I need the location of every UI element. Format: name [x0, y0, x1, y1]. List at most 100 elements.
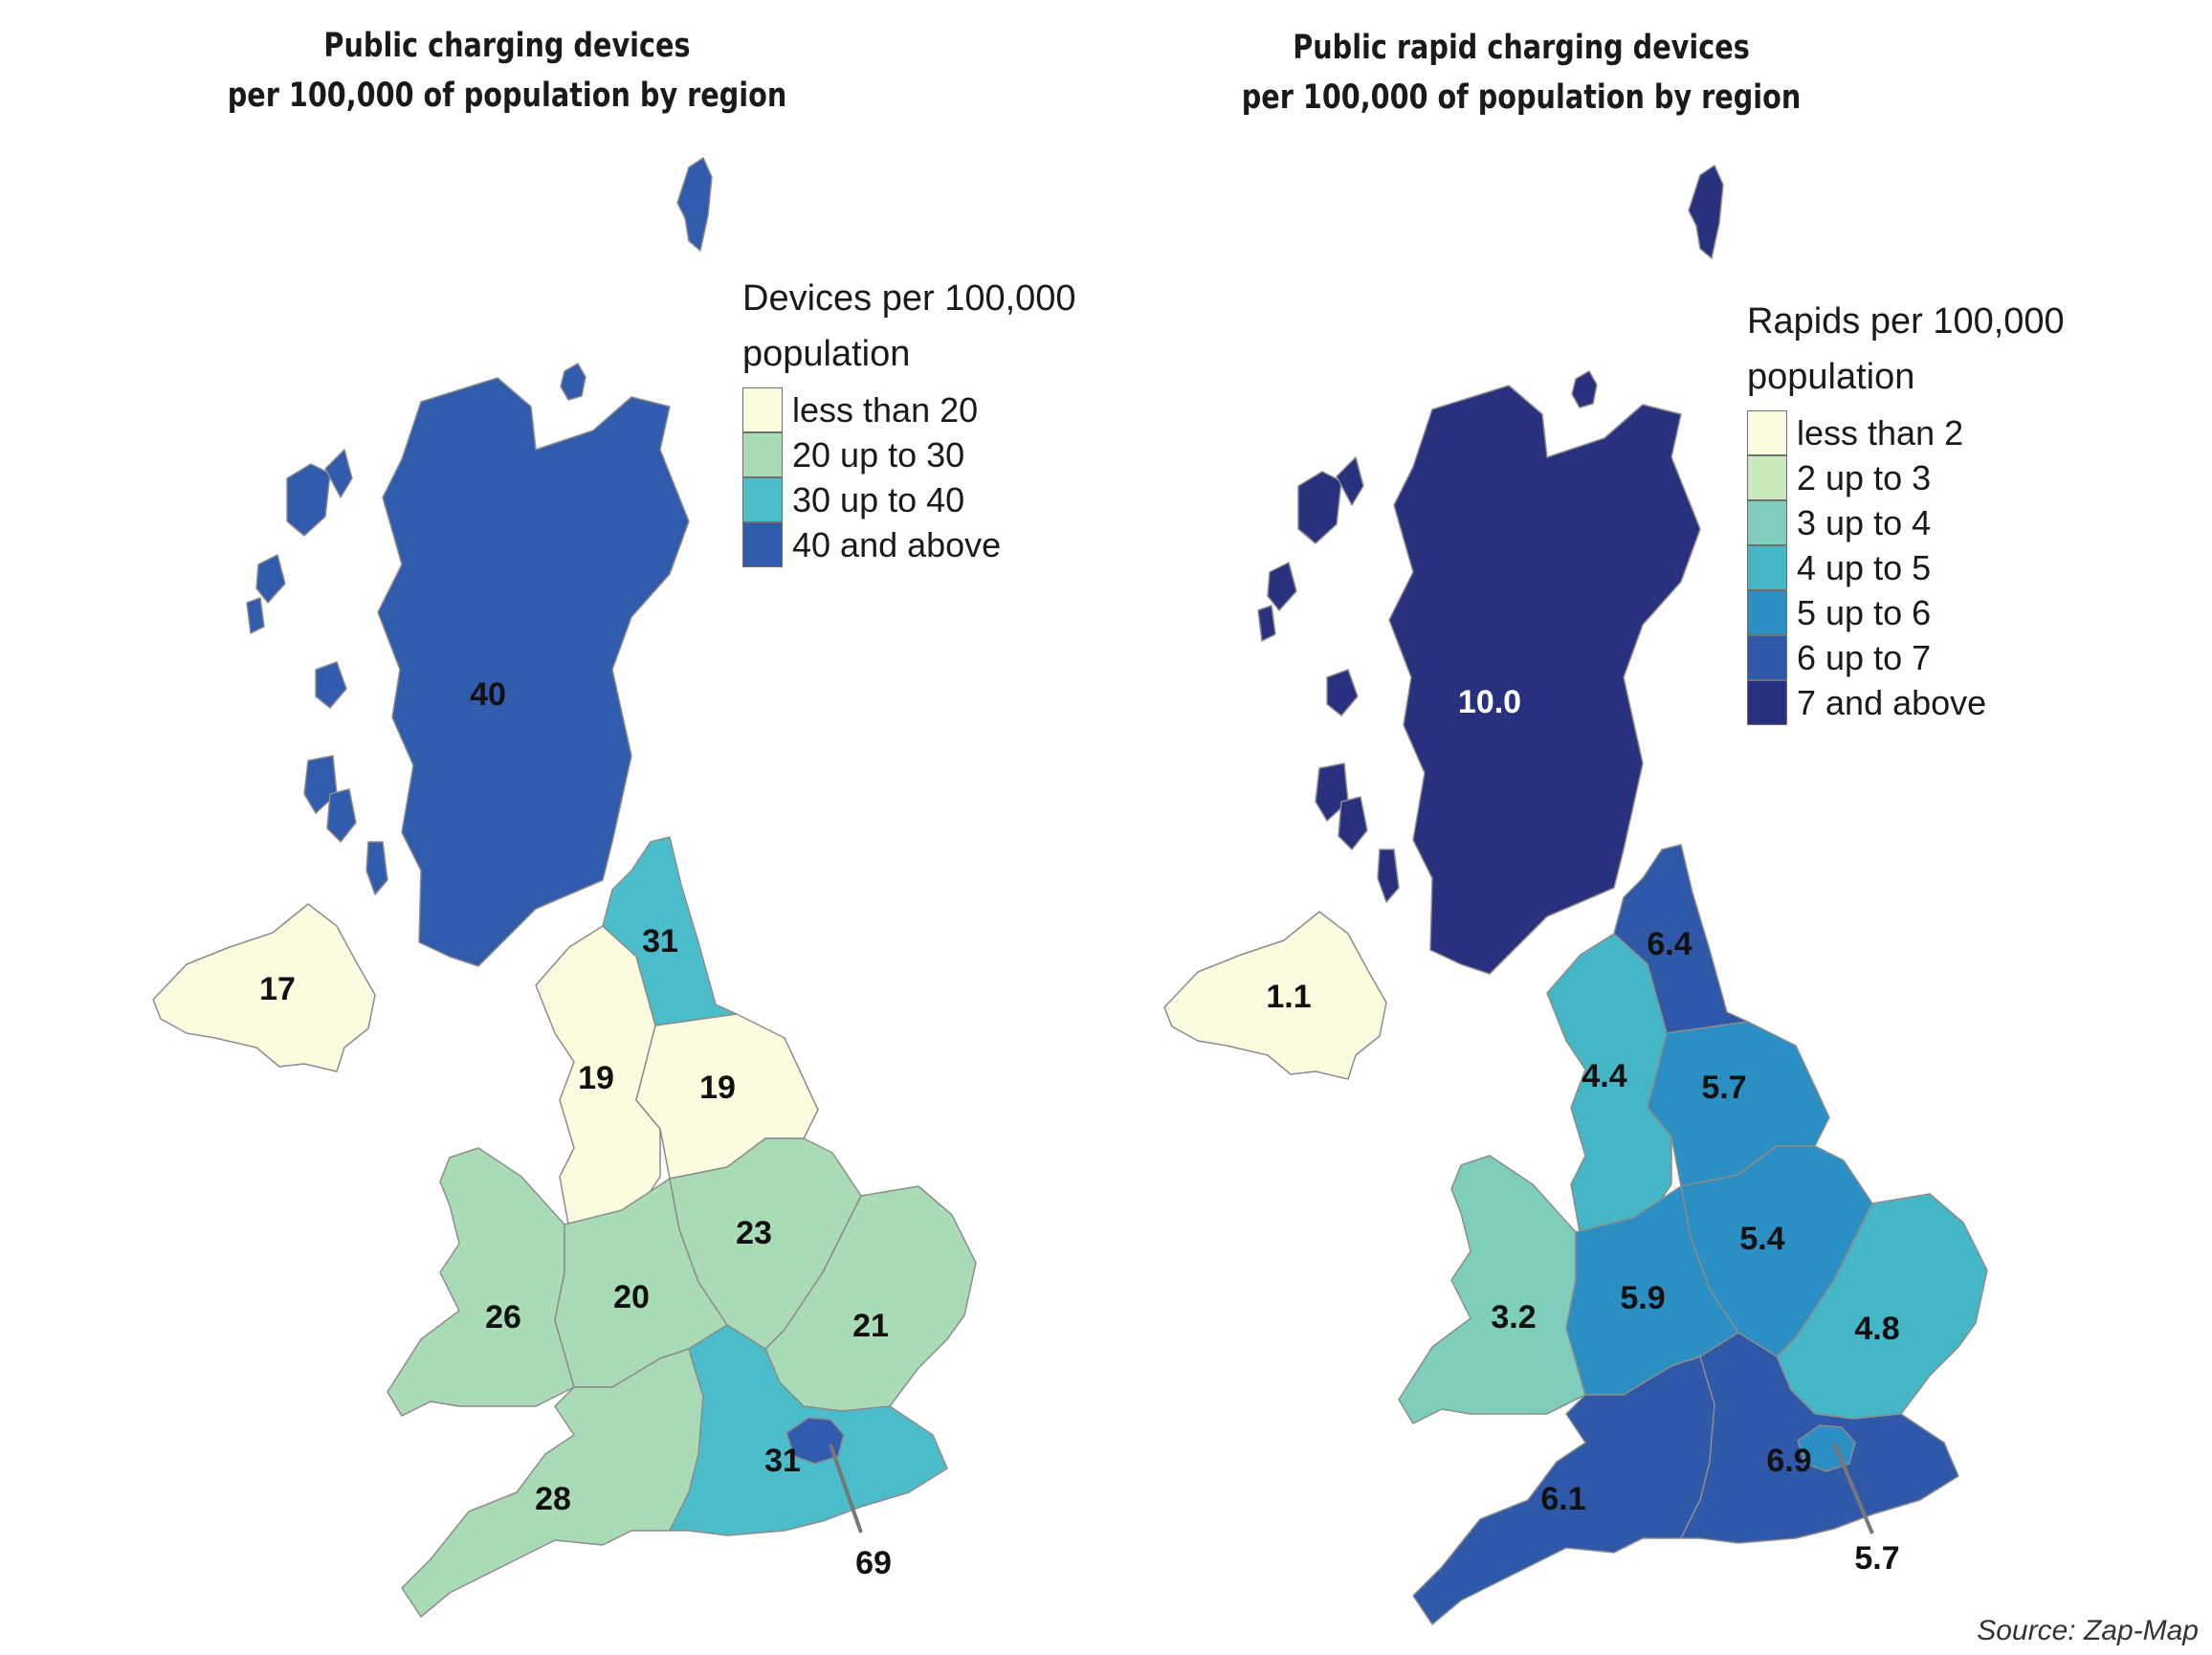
left-region-isle — [315, 661, 347, 709]
right-legend-swatch — [1747, 410, 1787, 455]
right-region-isle — [1326, 669, 1359, 717]
left-region-isle — [286, 463, 331, 537]
right-legend-label: 6 up to 7 — [1797, 637, 1932, 677]
left-map: 40 17 31 19 19 26 20 23 21 28 31 69 — [152, 157, 977, 1618]
left-region-scotland-group — [246, 157, 713, 967]
right-map: 10.0 1.1 6.4 4.4 5.7 3.2 5.9 5.4 4.8 6.1… — [1163, 165, 1988, 1625]
left-legend-label: less than 20 — [792, 389, 979, 430]
left-region-isle — [246, 597, 265, 634]
right-value-east-midlands: 5.4 — [1739, 1221, 1784, 1257]
right-legend-swatch — [1747, 455, 1787, 500]
right-legend-title-line-2: population — [1747, 357, 1915, 397]
left-legend-item: 30 up to 40 — [742, 477, 1076, 522]
right-legend-label: 7 and above — [1797, 682, 1987, 722]
left-value-south-east: 31 — [764, 1443, 801, 1479]
left-value-wales: 26 — [485, 1299, 521, 1335]
left-london-leader-line — [829, 1444, 863, 1534]
right-region-isle — [1336, 456, 1364, 506]
right-value-wales: 3.2 — [1491, 1299, 1536, 1335]
left-legend-title-line-2: population — [742, 334, 911, 374]
left-region-wales — [387, 1147, 575, 1417]
right-legend-label: 4 up to 5 — [1797, 547, 1932, 587]
right-legend-title: Rapids per 100,000 population — [1747, 294, 2065, 405]
right-region-isle — [1338, 796, 1368, 850]
left-legend-swatch — [742, 522, 783, 567]
left-value-scotland: 40 — [470, 676, 506, 713]
left-value-north-west: 19 — [578, 1060, 614, 1096]
right-legend-title-line-1: Rapids per 100,000 — [1747, 301, 2065, 342]
left-value-north-east: 31 — [642, 923, 678, 960]
right-legend-item: 2 up to 3 — [1747, 455, 2065, 500]
right-map-title: Public rapid charging devices per 100,00… — [1215, 23, 1827, 122]
right-legend: Rapids per 100,000 population less than … — [1747, 294, 2065, 725]
right-legend-item: 3 up to 4 — [1747, 500, 2065, 545]
right-legend-swatch — [1747, 590, 1787, 635]
right-legend-item: 4 up to 5 — [1747, 545, 2065, 590]
left-legend: Devices per 100,000 population less than… — [742, 271, 1076, 567]
left-legend-swatch — [742, 432, 783, 477]
right-legend-swatch — [1747, 635, 1787, 680]
right-value-east-of-england: 4.8 — [1854, 1311, 1899, 1347]
right-value-scotland: 10.0 — [1458, 684, 1521, 720]
right-value-west-midlands: 5.9 — [1620, 1280, 1665, 1316]
left-region-isle — [324, 449, 353, 498]
left-legend-label: 30 up to 40 — [792, 479, 965, 519]
left-map-title: Public charging devices per 100,000 of p… — [201, 21, 813, 121]
right-value-north-west: 4.4 — [1582, 1058, 1626, 1094]
right-title-line-2: per 100,000 of population by region — [1241, 78, 1802, 117]
right-region-scotland-group — [1257, 165, 1724, 975]
right-legend-label: 2 up to 3 — [1797, 457, 1932, 497]
left-value-west-midlands: 20 — [613, 1279, 650, 1315]
right-region-orkney — [1571, 370, 1598, 408]
left-value-east-midlands: 23 — [736, 1215, 772, 1251]
left-legend-label: 20 up to 30 — [792, 434, 965, 474]
source-note: Source: Zap-Map — [1977, 1615, 2199, 1646]
right-legend-swatch — [1747, 545, 1787, 590]
left-legend-swatch — [742, 477, 783, 522]
left-legend-item: 40 and above — [742, 522, 1076, 567]
right-value-north-east: 6.4 — [1647, 926, 1692, 962]
right-legend-item: 6 up to 7 — [1747, 635, 2065, 680]
left-legend-title: Devices per 100,000 population — [742, 271, 1076, 382]
left-legend-title-line-1: Devices per 100,000 — [742, 278, 1076, 319]
left-region-isle — [255, 554, 286, 604]
right-legend-item: 5 up to 6 — [1747, 590, 2065, 635]
right-value-london: 5.7 — [1854, 1540, 1899, 1577]
right-region-isle — [1257, 605, 1276, 642]
left-region-orkney — [560, 363, 586, 401]
right-region-wales — [1398, 1155, 1586, 1424]
left-value-northern-ireland: 17 — [259, 971, 296, 1007]
left-value-labels: 40 17 31 19 19 26 20 23 21 28 31 69 — [259, 676, 892, 1581]
left-region-shetland — [676, 157, 713, 252]
right-london-leader-line — [1832, 1442, 1874, 1534]
left-legend-item: less than 20 — [742, 387, 1076, 432]
left-legend-item: 20 up to 30 — [742, 432, 1076, 477]
right-region-isle — [1377, 849, 1400, 903]
right-legend-item: less than 2 — [1747, 410, 2065, 455]
right-region-shetland — [1688, 165, 1724, 259]
left-title-line-2: per 100,000 of population by region — [227, 77, 787, 115]
left-value-yorkshire: 19 — [699, 1070, 736, 1106]
right-region-isle — [1297, 471, 1342, 544]
left-value-london: 69 — [855, 1545, 892, 1581]
right-legend-label: 3 up to 4 — [1797, 502, 1932, 542]
right-value-labels: 10.0 1.1 6.4 4.4 5.7 3.2 5.9 5.4 4.8 6.1… — [1266, 684, 1899, 1577]
left-title-line-1: Public charging devices — [323, 27, 691, 65]
left-region-isle — [365, 841, 388, 895]
right-legend-label: 5 up to 6 — [1797, 592, 1932, 632]
right-region-isle — [1267, 562, 1297, 611]
left-region-isle — [326, 788, 357, 843]
left-legend-label: 40 and above — [792, 524, 1002, 564]
right-value-south-west: 6.1 — [1540, 1481, 1585, 1517]
left-value-south-west: 28 — [535, 1481, 571, 1517]
right-value-northern-ireland: 1.1 — [1266, 979, 1311, 1015]
right-legend-swatch — [1747, 500, 1787, 545]
right-value-south-east: 6.9 — [1766, 1443, 1811, 1479]
right-value-yorkshire: 5.7 — [1701, 1070, 1746, 1106]
right-legend-label: less than 2 — [1797, 412, 1964, 452]
right-legend-item: 7 and above — [1747, 680, 2065, 725]
right-legend-swatch — [1747, 680, 1787, 725]
left-legend-swatch — [742, 387, 783, 432]
